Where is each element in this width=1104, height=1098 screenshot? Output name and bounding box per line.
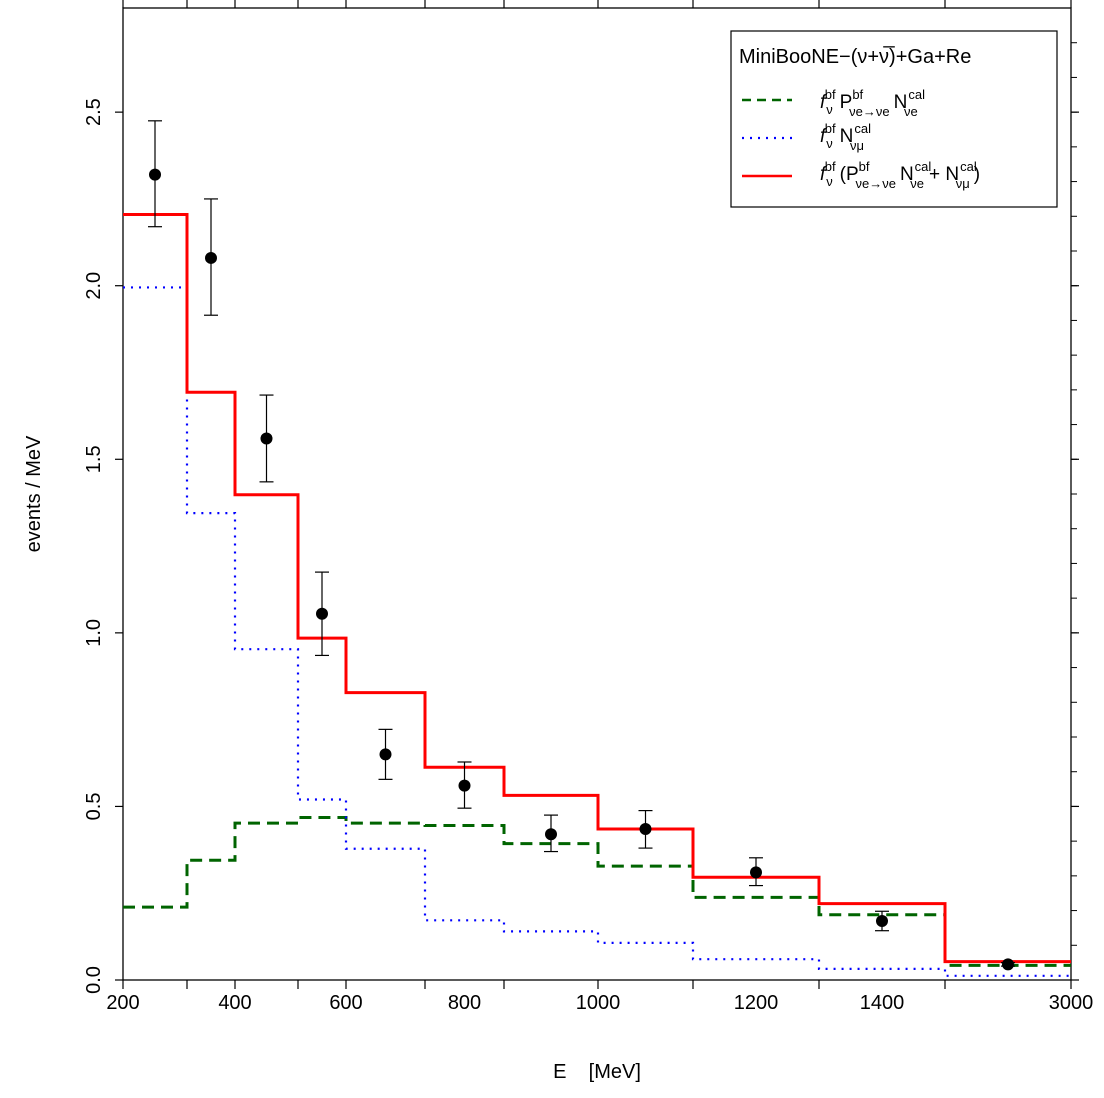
- x-axis: 200 400 600 800 1000 1200 1400 3000: [106, 0, 1093, 1014]
- data-marker: [260, 432, 273, 445]
- y-tick-label: 2.0: [83, 272, 105, 300]
- y-tick-label: 1.0: [83, 619, 105, 647]
- x-tick-label: 400: [218, 992, 251, 1014]
- data-marker: [750, 866, 762, 879]
- legend-entry-nue: fνbf Pbf νe→νe Ncal νe: [820, 87, 925, 119]
- x-tick-label: 200: [106, 992, 139, 1014]
- data-marker: [205, 251, 217, 264]
- legend: MiniBooNE−(ν+ν̅)+Ga+Re fνbf Pbf νe→νe Ncal ν…: [730, 30, 1058, 208]
- data-marker: [639, 822, 652, 835]
- data-points-layer: [148, 120, 1015, 971]
- x-tick-label: 3000: [1049, 992, 1094, 1014]
- data-marker: [545, 828, 557, 841]
- x-tick-label: 1000: [576, 992, 621, 1014]
- legend-entry-numu: fνbf Ncal νμ: [820, 121, 871, 153]
- data-point: [544, 814, 558, 853]
- y-tick-label: 2.5: [83, 98, 105, 126]
- series-layer: [123, 213, 1071, 977]
- y-tick-label: 0.5: [83, 793, 105, 821]
- data-point: [148, 120, 162, 228]
- data-point: [204, 198, 218, 316]
- data-point: [1001, 958, 1015, 971]
- data-marker: [876, 914, 888, 927]
- y-tick-label: 1.5: [83, 445, 105, 473]
- x-tick-label: 1400: [860, 992, 905, 1014]
- legend-entry-total: fνbf (Pbf νe→νe Ncal νe + Ncal νμ): [820, 159, 980, 191]
- data-point: [315, 571, 329, 657]
- data-point: [457, 761, 472, 809]
- series-numu-line: [123, 286, 1071, 977]
- data-marker: [316, 607, 328, 620]
- data-point: [378, 728, 393, 780]
- x-tick-label: 1200: [734, 992, 779, 1014]
- data-marker: [1002, 958, 1014, 971]
- x-tick-label: 600: [329, 992, 362, 1014]
- data-marker: [379, 748, 392, 761]
- x-axis-label: E [MeV]: [553, 1061, 641, 1083]
- series-nue-line: [123, 816, 1071, 967]
- y-axis: 0.0 0.5 1.0 1.5 2.0 2.5: [83, 42, 1079, 994]
- y-axis-label: events / MeV: [23, 435, 45, 552]
- data-point: [749, 857, 763, 887]
- x-tick-label: 800: [448, 992, 481, 1014]
- data-marker: [458, 779, 471, 792]
- legend-title: MiniBooNE−(ν+ν̅)+Ga+Re: [739, 45, 971, 68]
- data-point: [259, 394, 274, 483]
- data-point: [638, 809, 653, 849]
- data-point: [875, 910, 889, 932]
- data-marker: [149, 168, 161, 181]
- legend-box: [730, 30, 1058, 208]
- y-tick-label: 0.0: [83, 966, 105, 994]
